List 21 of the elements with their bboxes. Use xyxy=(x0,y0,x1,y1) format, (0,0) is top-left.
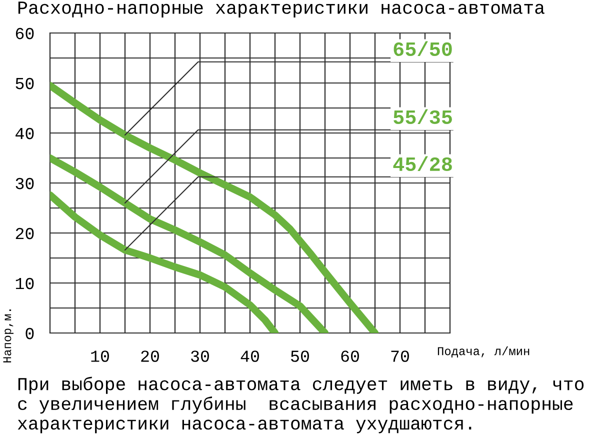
x-axis-title: Подача, л/мин xyxy=(438,346,530,358)
y-tick-label: 10 xyxy=(16,278,34,290)
y-tick-label: 20 xyxy=(16,228,34,240)
y-axis-title: Напор,м. xyxy=(3,310,14,362)
x-tick-label: 10 xyxy=(91,350,109,362)
text: 65/50 xyxy=(394,41,452,56)
y-tick-label: 50 xyxy=(16,78,34,90)
y-tick-label: 40 xyxy=(16,128,34,140)
x-tick-label: 70 xyxy=(391,350,409,362)
y-tick-label: 60 xyxy=(16,28,34,40)
x-tick-label: 40 xyxy=(240,350,259,362)
y-tick-label: 0 xyxy=(26,328,34,340)
x-tick-label: 20 xyxy=(141,350,159,362)
chart-title: Расходно-напорные характеристики насоса-автомата xyxy=(18,2,544,18)
text: 55/35 xyxy=(394,109,452,124)
y-tick-label: 30 xyxy=(16,178,34,190)
text: При выборе насоса-автомата следует иметь в виду, что с увеличением глубины всасывания расходно-напорные характеристики насоса-автомата ухудшаются. xyxy=(18,376,584,434)
x-tick-label: 60 xyxy=(341,350,359,362)
text: 45/28 xyxy=(393,156,452,172)
x-tick-label: 50 xyxy=(291,350,309,362)
x-tick-label: 30 xyxy=(191,350,209,362)
